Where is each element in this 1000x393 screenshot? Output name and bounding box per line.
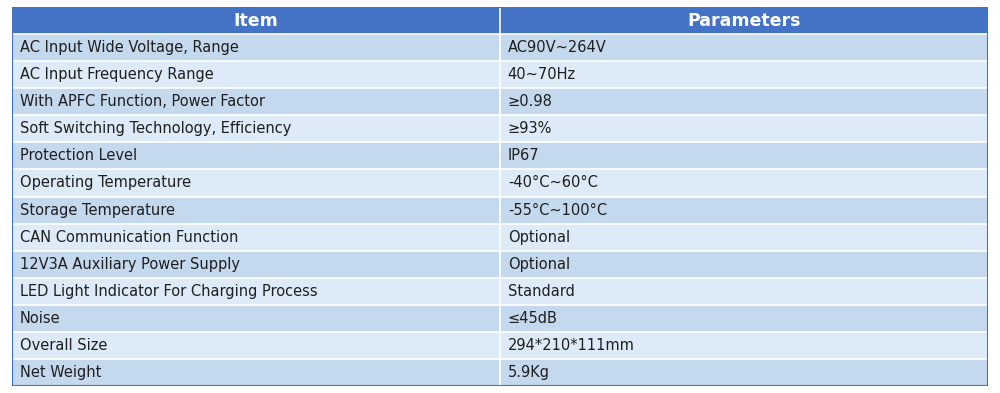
Text: Parameters: Parameters <box>687 12 801 29</box>
Bar <box>500 7 988 34</box>
Bar <box>500 115 988 142</box>
Text: ≥0.98: ≥0.98 <box>508 94 553 109</box>
Bar <box>12 278 500 305</box>
Bar <box>500 196 988 224</box>
Text: Net Weight: Net Weight <box>20 365 101 380</box>
Text: ≥93%: ≥93% <box>508 121 552 136</box>
Bar <box>12 88 500 115</box>
Text: Protection Level: Protection Level <box>20 149 137 163</box>
Bar <box>500 88 988 115</box>
Bar <box>12 142 500 169</box>
Text: Standard: Standard <box>508 284 575 299</box>
Bar <box>500 278 988 305</box>
Bar <box>12 61 500 88</box>
Text: AC90V~264V: AC90V~264V <box>508 40 607 55</box>
Text: -40°C~60°C: -40°C~60°C <box>508 175 598 191</box>
Bar <box>500 251 988 278</box>
Text: With APFC Function, Power Factor: With APFC Function, Power Factor <box>20 94 265 109</box>
Text: AC Input Wide Voltage, Range: AC Input Wide Voltage, Range <box>20 40 239 55</box>
Text: 40~70Hz: 40~70Hz <box>508 67 576 82</box>
Text: 294*210*111mm: 294*210*111mm <box>508 338 635 353</box>
Text: 5.9Kg: 5.9Kg <box>508 365 550 380</box>
Bar <box>12 224 500 251</box>
Bar <box>500 34 988 61</box>
Text: LED Light Indicator For Charging Process: LED Light Indicator For Charging Process <box>20 284 317 299</box>
Text: Soft Switching Technology, Efficiency: Soft Switching Technology, Efficiency <box>20 121 291 136</box>
Bar <box>500 142 988 169</box>
Bar <box>500 305 988 332</box>
Bar <box>500 169 988 196</box>
Text: Storage Temperature: Storage Temperature <box>20 202 175 218</box>
Bar <box>12 169 500 196</box>
Text: -55°C~100°C: -55°C~100°C <box>508 202 607 218</box>
Bar <box>12 359 500 386</box>
Text: CAN Communication Function: CAN Communication Function <box>20 230 238 244</box>
Bar <box>12 305 500 332</box>
Bar <box>12 34 500 61</box>
Text: ≤45dB: ≤45dB <box>508 311 558 326</box>
Text: 12V3A Auxiliary Power Supply: 12V3A Auxiliary Power Supply <box>20 257 240 272</box>
Bar <box>12 196 500 224</box>
Text: IP67: IP67 <box>508 149 539 163</box>
Bar <box>12 332 500 359</box>
Text: Optional: Optional <box>508 230 570 244</box>
Bar <box>12 115 500 142</box>
Text: Optional: Optional <box>508 257 570 272</box>
Text: Overall Size: Overall Size <box>20 338 107 353</box>
Bar <box>12 251 500 278</box>
Text: Item: Item <box>234 12 278 29</box>
Text: Operating Temperature: Operating Temperature <box>20 175 191 191</box>
Bar <box>500 359 988 386</box>
Bar <box>500 224 988 251</box>
Bar <box>500 332 988 359</box>
Text: AC Input Frequency Range: AC Input Frequency Range <box>20 67 214 82</box>
Bar <box>12 7 500 34</box>
Text: Noise: Noise <box>20 311 60 326</box>
Bar <box>500 61 988 88</box>
